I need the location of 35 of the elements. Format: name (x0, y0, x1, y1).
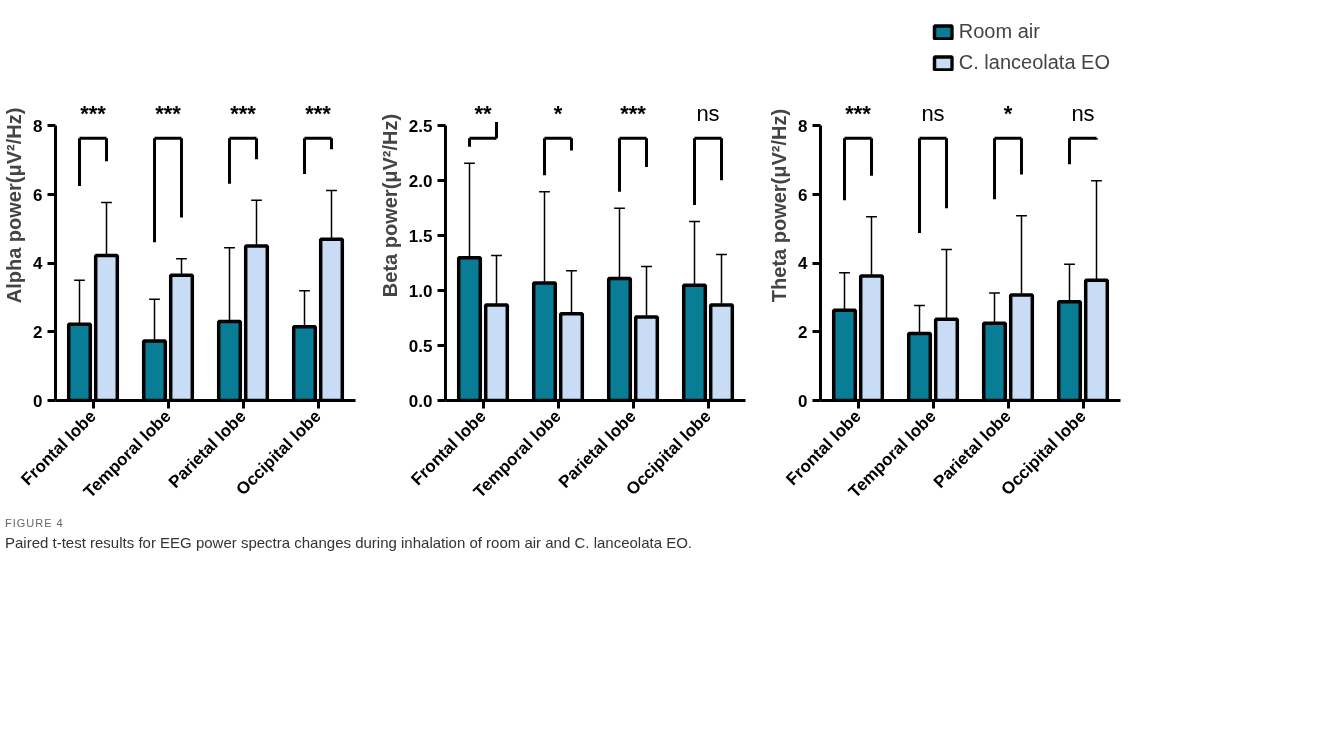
annotation: *** (305, 100, 332, 126)
annotation: ** (474, 100, 492, 126)
y-tick-label: 0 (33, 391, 43, 411)
y-tick-label: 2 (33, 322, 43, 342)
y-axis-title: Beta power(μV²/Hz) (378, 113, 401, 298)
y-tick-label: 6 (33, 185, 43, 205)
y-tick-label: 2.5 (408, 116, 433, 136)
y-tick-label: 4 (33, 254, 44, 274)
y-axis-title: Theta power(μV²/Hz) (768, 108, 791, 303)
annotation: *** (230, 100, 257, 126)
annotation: *** (845, 100, 872, 126)
annotation: *** (620, 100, 647, 126)
y-tick-label: 1.0 (408, 281, 433, 301)
annotation: ns (696, 100, 720, 126)
annotation: * (1003, 100, 1013, 126)
y-tick-label: 2.0 (408, 171, 433, 191)
y-tick-label: 2 (798, 322, 808, 342)
y-tick-label: 0.0 (408, 391, 433, 411)
y-tick-label: 0 (798, 391, 808, 411)
caption: FIGURE 4 (5, 516, 65, 531)
text: Paired t-test results for EEG power spectra changes during inhalation of room air and C. lanceolata EO. (5, 532, 693, 553)
annotation: *** (155, 100, 182, 126)
legend-label: C. lanceolata EO (958, 51, 1110, 74)
y-tick-label: 4 (798, 254, 809, 274)
y-tick-label: 8 (798, 116, 808, 136)
y-tick-label: 8 (33, 116, 43, 136)
annotation: ns (1071, 100, 1095, 126)
y-tick-label: 1.5 (408, 226, 433, 246)
legend-label: Room air (958, 20, 1040, 43)
annotation: ns (921, 100, 945, 126)
y-axis-title: Alpha power(μV²/Hz) (3, 107, 26, 304)
annotation: * (553, 100, 563, 126)
y-tick-label: 0.5 (408, 336, 433, 356)
annotation: *** (80, 100, 107, 126)
y-tick-label: 6 (798, 185, 808, 205)
